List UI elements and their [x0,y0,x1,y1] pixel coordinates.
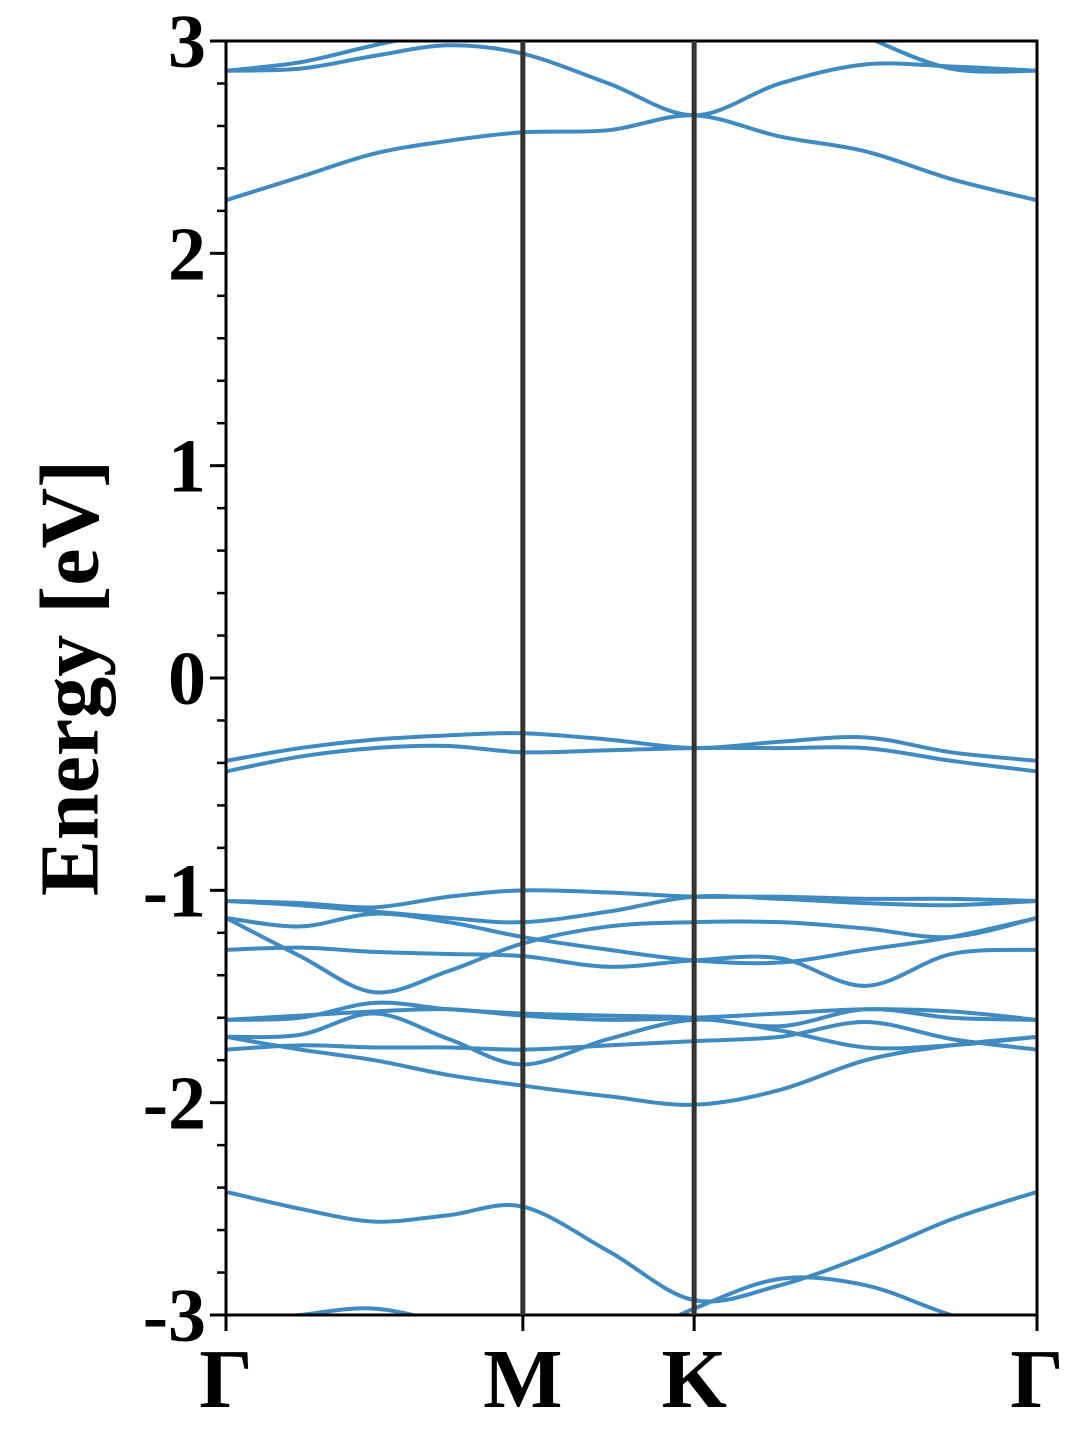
band-line [284,1275,959,1315]
band-line [226,915,1037,995]
band-line [226,113,1037,203]
band-line [226,888,1037,910]
y-tick-label: -2 [143,1062,206,1146]
band-line [226,1034,1037,1107]
y-tick-label: 0 [168,637,206,721]
band-line [226,41,1037,74]
bands [226,41,1037,1315]
band-line [226,894,1037,925]
band-line [226,1189,1037,1304]
y-axis-label: Energy [eV] [23,460,116,896]
x-tick-label: K [661,1333,726,1426]
y-tick-label: 3 [168,0,206,84]
band-line [226,743,1037,774]
band-line [226,1011,1037,1067]
y-tick-label: -3 [143,1274,206,1358]
y-tick-label: -1 [143,849,206,933]
x-tick-label: Γ [1010,1333,1063,1426]
y-tick-label: 1 [168,425,206,509]
x-tick-label: Γ [199,1333,252,1426]
band-line [226,911,1037,966]
band-line [226,1000,1037,1029]
band-line [226,1019,1037,1052]
band-line [226,43,1037,118]
y-tick-label: 2 [168,212,206,296]
plot-frame [224,39,1039,1317]
band-line [226,731,1037,763]
x-tick-label: M [483,1333,562,1426]
band-line [226,945,1037,988]
